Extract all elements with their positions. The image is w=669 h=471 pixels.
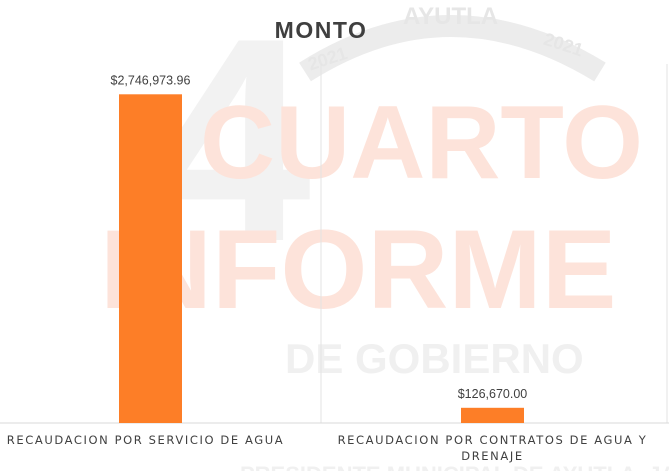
bar-2 (461, 407, 524, 423)
data-labels-group: $2,746,973.96 $126,670.00 (111, 73, 528, 401)
data-label-1: $2,746,973.96 (111, 73, 191, 87)
category-label-1-line-1: RECAUDACION POR SERVICIO DE AGUA (7, 433, 284, 447)
watermark-line3: DE GOBIERNO (285, 335, 584, 382)
watermark-line1: CUARTO (200, 85, 643, 201)
bar-1 (119, 94, 182, 424)
watermark-seal-text: AYUTLA (403, 3, 498, 30)
category-labels-group: RECAUDACION POR SERVICIO DE AGUA RECAUDAC… (7, 433, 648, 463)
data-label-2: $126,670.00 (458, 387, 528, 401)
bars-group (119, 94, 524, 424)
category-label-2-line-2: DRENAJE (461, 449, 523, 463)
watermark-seal: AYUTLA 2021 2021 (299, 3, 606, 82)
category-label-2-line-1: RECAUDACION POR CONTRATOS DE AGUA Y (338, 433, 648, 447)
watermark-line2: INFORME (100, 207, 616, 332)
chart-title: MONTO (275, 17, 368, 43)
watermark-footer: PRESIDENTE MUNICIPAL DE AYUTLA, JAL (240, 462, 669, 471)
watermark: 4 AYUTLA 2021 2021 CUARTO INFORME DE GOB… (100, 0, 669, 471)
watermark-seal-arc (299, 15, 606, 82)
